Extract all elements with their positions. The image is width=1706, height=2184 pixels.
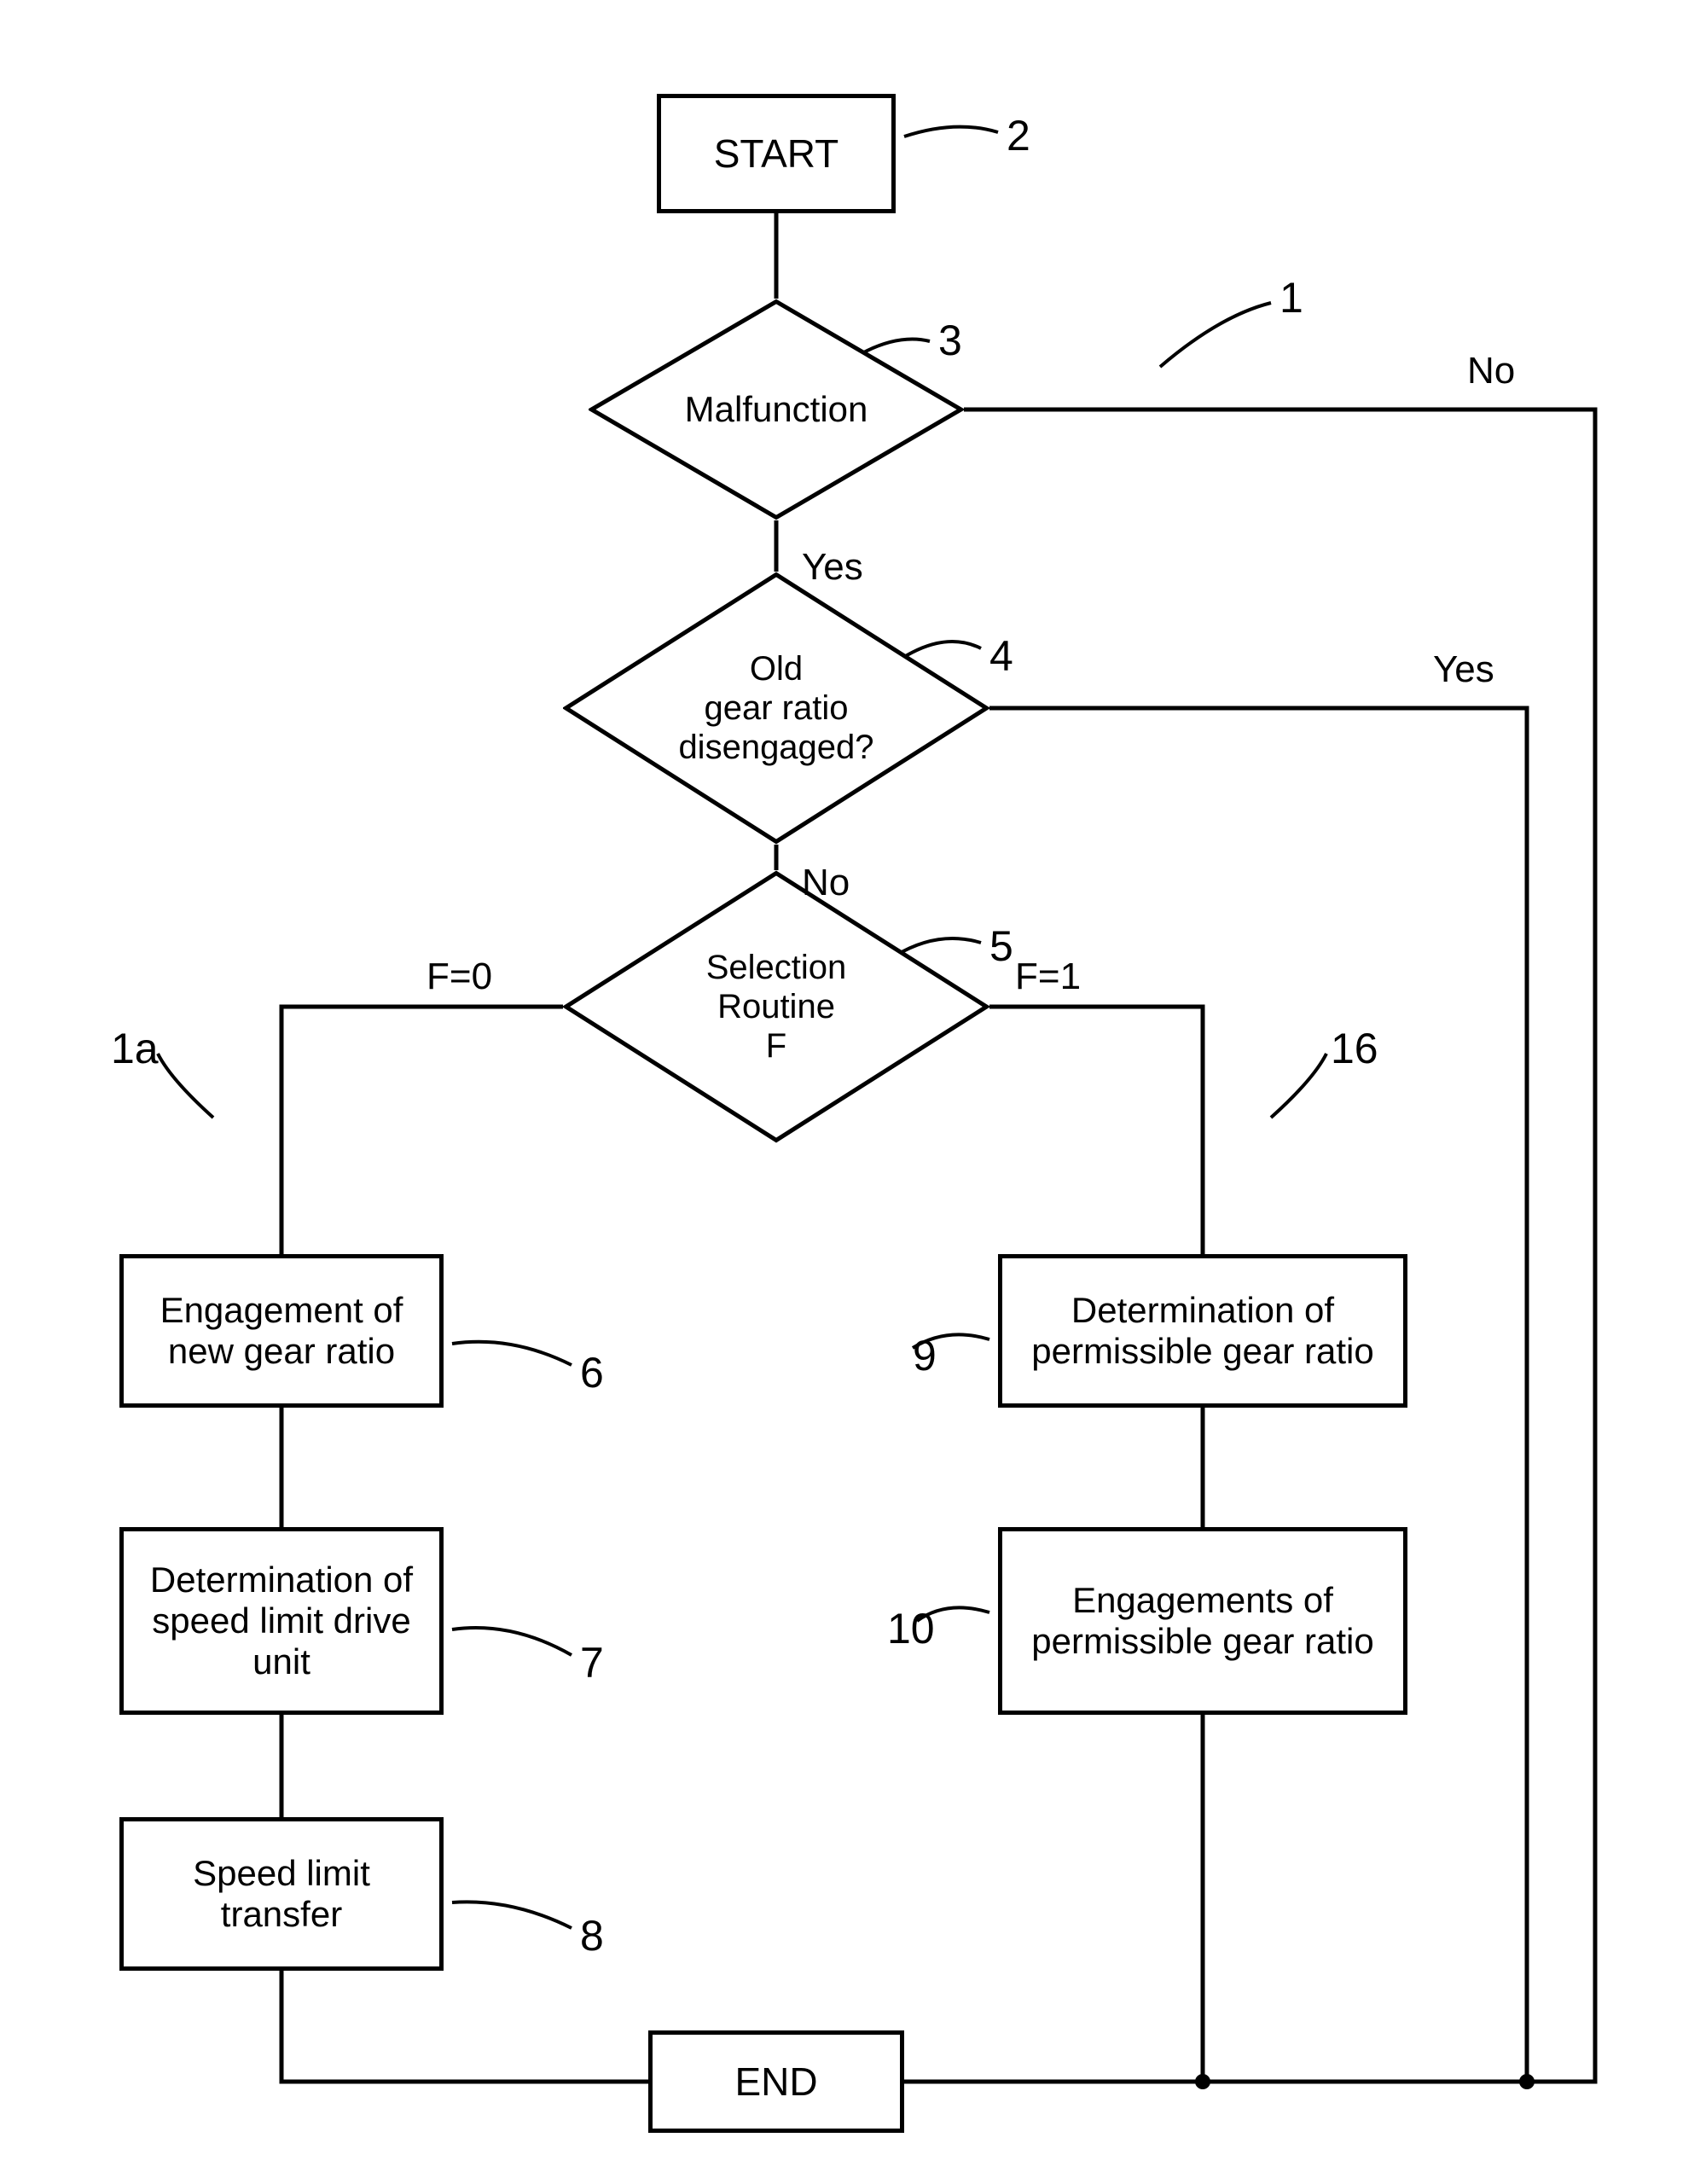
process-label: Determination of permissible gear ratio bbox=[1009, 1290, 1396, 1372]
decision-label: Old gear ratio disengaged? bbox=[678, 649, 873, 767]
callout-n4: 4 bbox=[989, 631, 1013, 681]
process-label: Speed limit transfer bbox=[131, 1853, 432, 1935]
process-b10: Engagements of permissible gear ratio bbox=[998, 1527, 1407, 1715]
process-label: END bbox=[734, 2059, 817, 2105]
process-b8: Speed limit transfer bbox=[119, 1817, 444, 1971]
process-b6: Engagement of new gear ratio bbox=[119, 1254, 444, 1408]
edge-label-f0: F=0 bbox=[426, 956, 492, 998]
callout-n3: 3 bbox=[938, 316, 962, 365]
process-label: Engagements of permissible gear ratio bbox=[1009, 1580, 1396, 1662]
callout-n1a: 1a bbox=[111, 1024, 159, 1073]
process-b9: Determination of permissible gear ratio bbox=[998, 1254, 1407, 1408]
decision-label: Malfunction bbox=[685, 389, 868, 430]
edge-label-f1: F=1 bbox=[1015, 956, 1081, 998]
edge-label-malfn_yes: Yes bbox=[802, 546, 863, 589]
process-label: Determination of speed limit drive unit bbox=[131, 1560, 432, 1682]
callout-n1: 1 bbox=[1280, 273, 1303, 322]
callout-n10: 10 bbox=[887, 1604, 935, 1653]
process-b7: Determination of speed limit drive unit bbox=[119, 1527, 444, 1715]
callout-n6: 6 bbox=[580, 1348, 604, 1397]
callout-n7: 7 bbox=[580, 1638, 604, 1687]
callout-n16: 16 bbox=[1331, 1024, 1378, 1073]
process-label: Engagement of new gear ratio bbox=[131, 1290, 432, 1372]
callout-n9: 9 bbox=[913, 1331, 937, 1380]
process-label: START bbox=[714, 131, 839, 177]
decision-oldgear: Old gear ratio disengaged? bbox=[563, 572, 989, 845]
edge-label-old_yes: Yes bbox=[1433, 648, 1494, 691]
process-start: START bbox=[657, 94, 896, 213]
callout-n5: 5 bbox=[989, 921, 1013, 971]
edge-label-old_no: No bbox=[802, 862, 850, 904]
decision-malfn: Malfunction bbox=[589, 299, 964, 520]
decision-selrt: Selection Routine F bbox=[563, 870, 989, 1143]
edge-label-malfn_no: No bbox=[1467, 350, 1515, 392]
decision-label: Selection Routine F bbox=[706, 948, 847, 1066]
process-end: END bbox=[648, 2030, 904, 2133]
callout-n2: 2 bbox=[1007, 111, 1030, 160]
callout-n8: 8 bbox=[580, 1911, 604, 1960]
